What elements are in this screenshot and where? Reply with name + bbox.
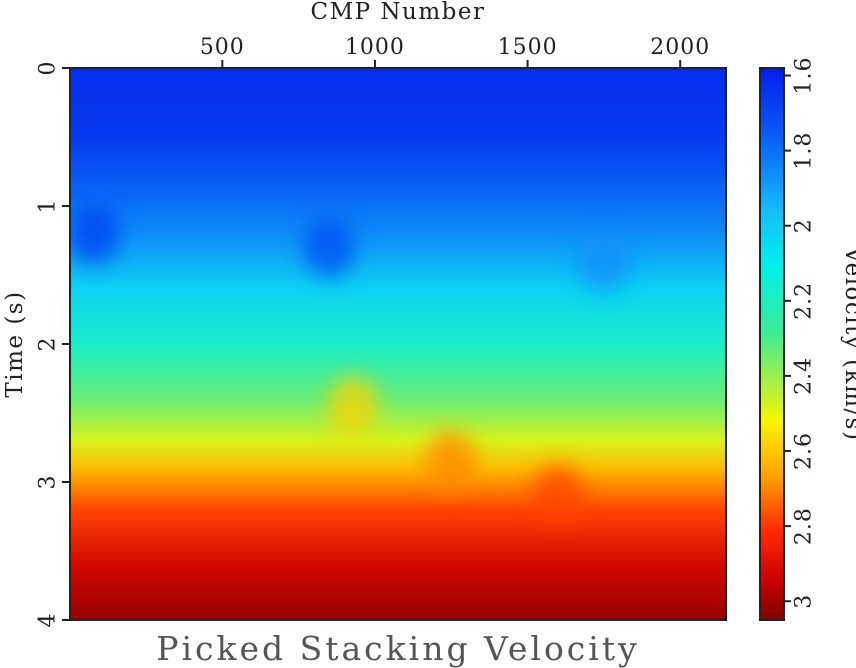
chart-title: Picked Stacking Velocity [156, 629, 640, 668]
x-axis: 500 1000 1500 2000 [200, 35, 710, 68]
y-tick-label: 0 [36, 61, 61, 76]
heatmap-area [70, 68, 726, 620]
heatmap-base [70, 68, 726, 620]
colorbar-tick-label: 2.4 [792, 357, 817, 395]
velocity-anomaly [327, 376, 380, 437]
colorbar-tick-label: 1.8 [792, 132, 817, 170]
y-tick-label: 1 [36, 199, 61, 214]
colorbar-tick-label: 2.8 [792, 507, 817, 545]
y-tick-label: 4 [36, 613, 61, 628]
colorbar-tick-label: 1.6 [792, 57, 817, 95]
x-tick-label: 500 [200, 35, 245, 60]
y-axis: 0 1 2 3 4 [36, 61, 70, 628]
velocity-anomaly [425, 431, 478, 492]
x-axis-label: CMP Number [310, 0, 485, 25]
x-tick-label: 1000 [345, 35, 405, 60]
heatmap-anomalies [70, 203, 630, 526]
colorbar-tick-label: 3 [792, 594, 817, 609]
colorbar-tick-label: 2 [792, 218, 817, 233]
velocity-anomaly [577, 231, 630, 292]
colorbar: 1.6 1.8 2 2.2 2.4 2.6 2.8 3 Velocity (km/s) [759, 57, 856, 621]
velocity-anomaly [532, 465, 585, 526]
velocity-anomaly [303, 217, 356, 278]
colorbar-label: Velocity (km/s) [840, 246, 856, 442]
colorbar-tick-label: 2.6 [792, 432, 817, 470]
colorbar-gradient [759, 67, 785, 621]
x-tick-label: 1500 [498, 35, 558, 60]
y-axis-label: Time (s) [2, 290, 28, 397]
y-tick-label: 3 [36, 475, 61, 490]
velocity-anomaly [70, 203, 121, 264]
x-tick-label: 2000 [650, 35, 710, 60]
colorbar-ticks: 1.6 1.8 2 2.2 2.4 2.6 2.8 3 [784, 57, 817, 609]
y-tick-label: 2 [36, 337, 61, 352]
colorbar-tick-label: 2.2 [792, 282, 817, 320]
